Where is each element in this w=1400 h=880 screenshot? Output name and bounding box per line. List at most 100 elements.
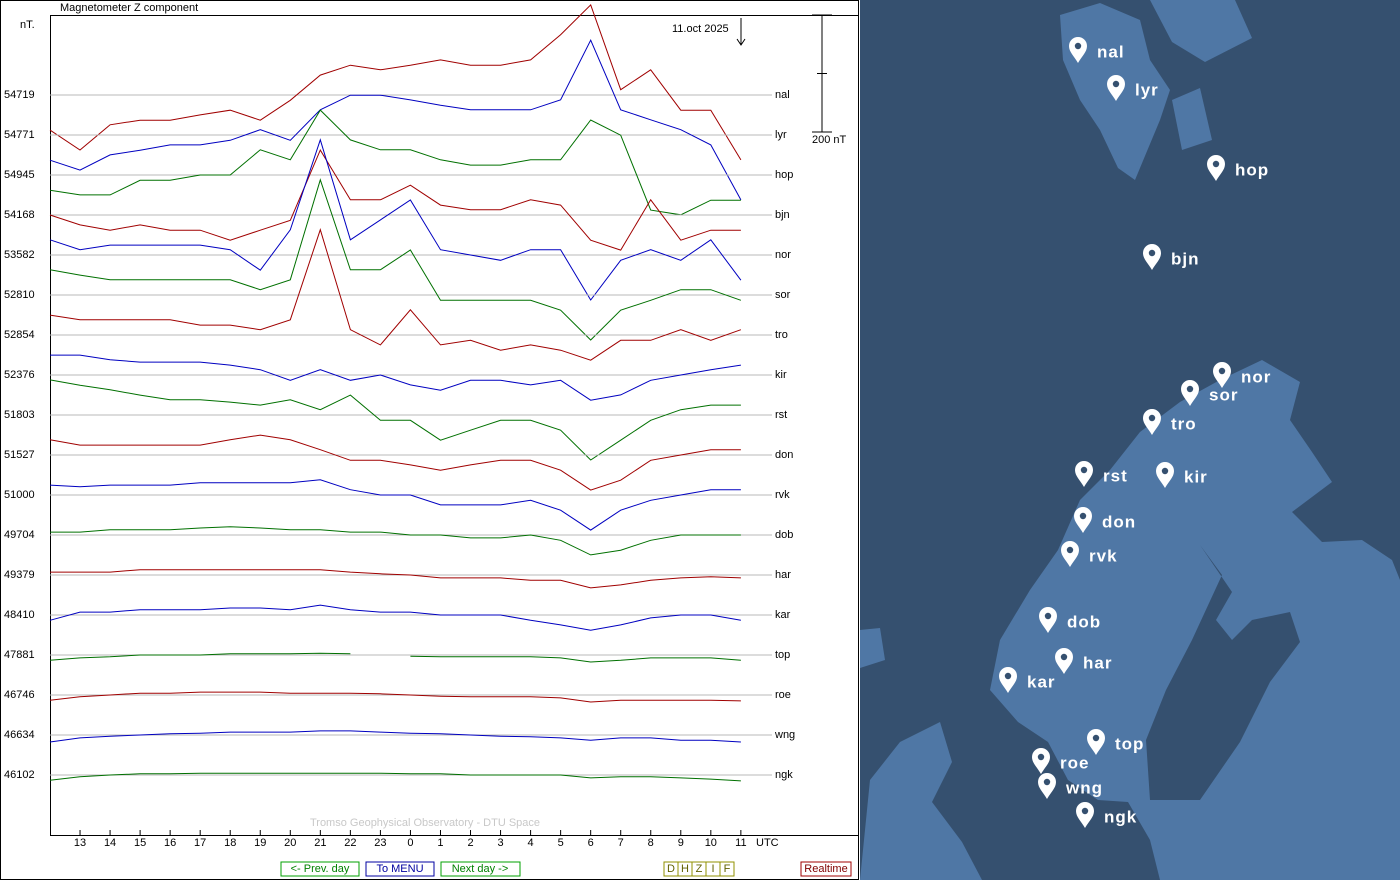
station-name: bjn — [1171, 249, 1200, 268]
station-pin[interactable] — [1087, 729, 1105, 755]
baseline-label: 46102 — [4, 769, 35, 781]
station-pin[interactable] — [999, 667, 1017, 693]
realtime-button[interactable] — [800, 861, 852, 877]
pin-dot — [1044, 612, 1052, 620]
station-name: hop — [1235, 160, 1269, 179]
pin-dot — [1218, 367, 1226, 375]
station-pin[interactable] — [1207, 155, 1225, 181]
land — [1150, 0, 1252, 62]
pin-dot — [1148, 249, 1156, 257]
station-pin[interactable] — [1074, 507, 1092, 533]
station-name: sor — [1209, 385, 1238, 404]
station-pin[interactable] — [1107, 75, 1125, 101]
next-label[interactable]: Next day -> — [452, 863, 509, 875]
component-label[interactable]: Z — [696, 863, 703, 875]
trace — [49, 3, 742, 161]
baseline-label: 46634 — [4, 729, 35, 741]
station-pin[interactable] — [1061, 541, 1079, 567]
date: 11.oct 2025 — [672, 23, 729, 35]
baseline-label: 48410 — [4, 609, 35, 621]
trace — [49, 39, 742, 201]
pin-dot — [1066, 546, 1074, 554]
station-label: rvk — [775, 489, 790, 501]
next-button[interactable] — [440, 861, 521, 877]
station-pin[interactable] — [1076, 802, 1094, 828]
component-button[interactable] — [719, 861, 735, 877]
x-tick-label: 11 — [735, 837, 746, 849]
station-pin[interactable] — [1213, 362, 1231, 388]
y-unit: nT. — [20, 19, 35, 31]
baseline-label: 49704 — [4, 529, 35, 541]
pin-body — [1181, 380, 1199, 406]
trace — [49, 379, 741, 461]
station-pin[interactable] — [1055, 648, 1073, 674]
pin-body — [1069, 37, 1087, 63]
station-pin[interactable] — [1143, 409, 1161, 435]
x-tick-label: 20 — [284, 837, 296, 849]
component-label[interactable]: I — [711, 863, 714, 875]
pin-body — [1076, 802, 1094, 828]
x-tick-label: 17 — [194, 837, 206, 849]
x-tick-label: 15 — [134, 837, 146, 849]
trace — [50, 526, 741, 556]
station-label: rst — [775, 409, 787, 421]
pin-dot — [1212, 160, 1220, 168]
pin-body — [1038, 773, 1056, 799]
pin-body — [1207, 155, 1225, 181]
x-tick-label: 8 — [648, 837, 654, 849]
station-name: kir — [1184, 467, 1208, 486]
land — [990, 360, 1400, 880]
station-label: bjn — [775, 209, 790, 221]
station-name: nor — [1241, 367, 1271, 386]
pin-dot — [1060, 653, 1068, 661]
menu-label[interactable]: To MENU — [376, 863, 423, 875]
pin-dot — [1037, 753, 1045, 761]
station-pin[interactable] — [1069, 37, 1087, 63]
station-pin[interactable] — [1038, 773, 1056, 799]
station-name: har — [1083, 653, 1112, 672]
prev-button[interactable] — [280, 861, 360, 877]
baseline-label: 54719 — [4, 89, 35, 101]
x-tick-label: 5 — [558, 837, 564, 849]
station-label: lyr — [775, 129, 787, 141]
pin-body — [1143, 409, 1161, 435]
pin-dot — [1080, 466, 1088, 474]
realtime-label[interactable]: Realtime — [804, 863, 847, 875]
x-tick-label: 7 — [618, 837, 624, 849]
panel — [0, 0, 860, 880]
station-pin[interactable] — [1039, 607, 1057, 633]
trace — [49, 149, 741, 251]
station-label: nor — [775, 249, 791, 261]
trace — [49, 434, 741, 491]
trace — [49, 479, 741, 531]
station-label: kir — [775, 369, 787, 381]
station-pin[interactable] — [1143, 244, 1161, 270]
station-name: lyr — [1135, 80, 1159, 99]
station-pin[interactable] — [1156, 462, 1174, 488]
x-tick-label: 21 — [314, 837, 326, 849]
prev-label[interactable]: <- Prev. day — [291, 863, 350, 875]
trace — [49, 730, 741, 743]
station-pin[interactable] — [1075, 461, 1093, 487]
pin-dot — [1148, 414, 1156, 422]
x-tick-label: 19 — [254, 837, 266, 849]
station-label: ngk — [775, 769, 793, 781]
component-label[interactable]: F — [724, 863, 731, 875]
trace — [50, 354, 741, 401]
x-tick-label: 1 — [437, 837, 443, 849]
station-pin[interactable] — [1032, 748, 1050, 774]
trace — [50, 569, 741, 589]
menu-button[interactable] — [365, 861, 435, 877]
x-tick-label: 6 — [588, 837, 594, 849]
station-pin[interactable] — [1181, 380, 1199, 406]
baseline-label: 46746 — [4, 689, 35, 701]
component-label[interactable]: D — [667, 863, 675, 875]
pin-body — [1074, 507, 1092, 533]
baseline-label: 51000 — [4, 489, 35, 501]
land — [860, 722, 982, 880]
baseline-label: 52376 — [4, 369, 35, 381]
component-label[interactable]: H — [681, 863, 689, 875]
